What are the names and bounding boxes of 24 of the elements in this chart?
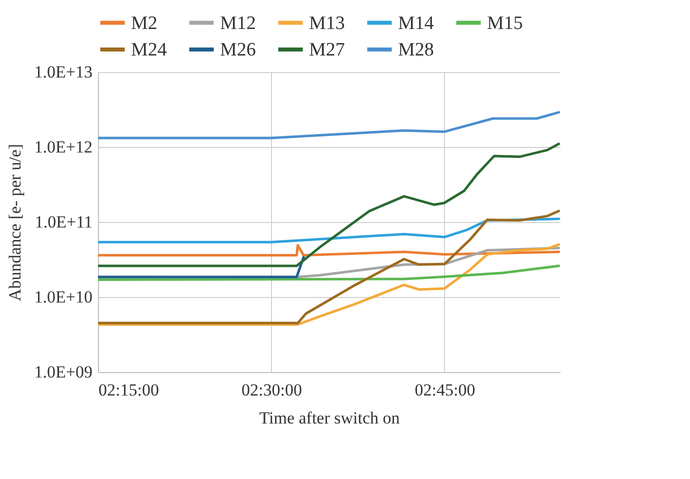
line-series bbox=[98, 264, 560, 281]
legend-label: M2 bbox=[131, 12, 158, 34]
y-tick-label: 1.0E+09 bbox=[34, 362, 92, 382]
legend-label: M26 bbox=[220, 40, 256, 60]
line-series bbox=[98, 111, 560, 140]
y-axis-title: Abundance [e- per u/e] bbox=[5, 144, 24, 302]
legend-label: M14 bbox=[398, 12, 434, 34]
legend-label: M15 bbox=[487, 12, 523, 34]
y-tick-label: 1.0E+13 bbox=[34, 62, 92, 82]
line-series bbox=[98, 244, 560, 257]
legend-label: M27 bbox=[309, 40, 345, 60]
legend-label: M28 bbox=[398, 40, 434, 60]
legend-label: M12 bbox=[220, 12, 256, 34]
x-tick-label: 02:30:00 bbox=[242, 380, 302, 400]
x-axis-title: Time after switch on bbox=[259, 408, 400, 428]
y-tick-label: 1.0E+10 bbox=[34, 288, 92, 306]
y-tick-label: 1.0E+11 bbox=[34, 212, 92, 232]
legend-label: M13 bbox=[309, 12, 345, 34]
x-tick-label: 02:45:00 bbox=[414, 380, 476, 400]
y-tick-label: 1.0E+12 bbox=[34, 138, 92, 156]
line-series bbox=[98, 210, 560, 324]
legend-label: M24 bbox=[131, 40, 168, 60]
line-series bbox=[98, 142, 560, 268]
x-tick-label: 02:15:00 bbox=[98, 380, 159, 400]
